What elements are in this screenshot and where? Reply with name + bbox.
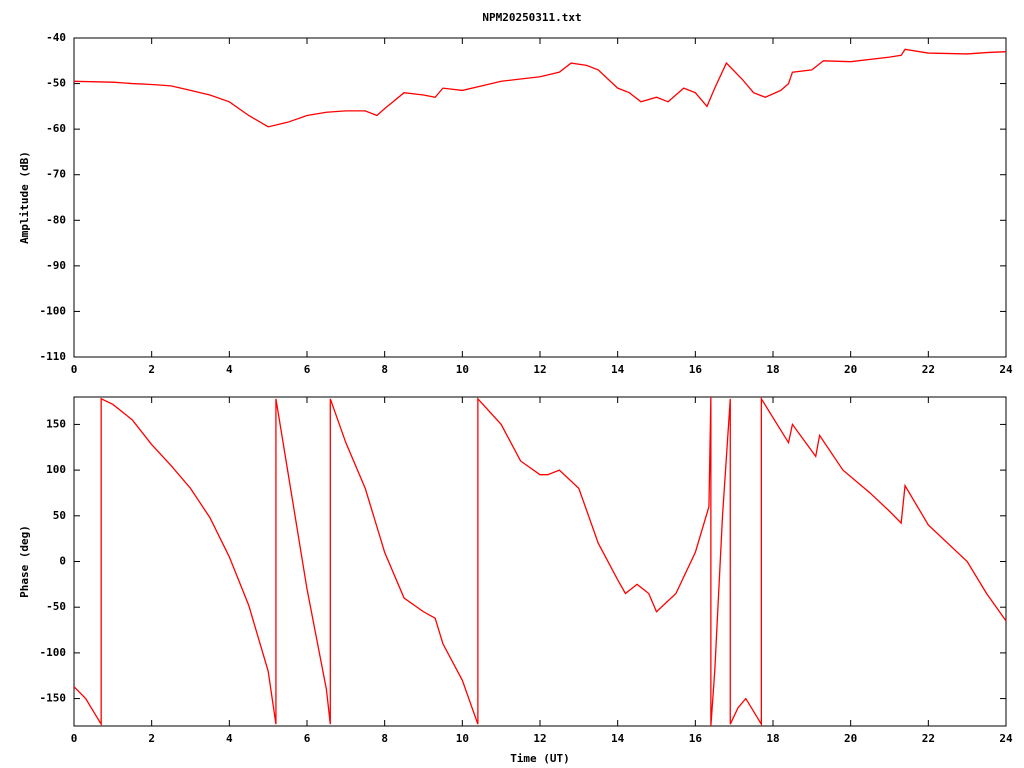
- y-tick-label: -50: [46, 77, 66, 90]
- x-tick-label: 6: [304, 363, 311, 376]
- x-tick-label: 6: [304, 732, 311, 745]
- y-tick-label: -60: [46, 122, 66, 135]
- x-tick-label: 16: [689, 363, 703, 376]
- y-tick-label: 150: [46, 417, 66, 430]
- x-tick-label: 4: [226, 363, 233, 376]
- x-tick-label: 14: [611, 732, 625, 745]
- y-axis-label: Amplitude (dB): [18, 151, 31, 244]
- y-tick-label: -80: [46, 213, 66, 226]
- y-tick-label: 50: [53, 509, 66, 522]
- y-tick-label: -50: [46, 600, 66, 613]
- x-tick-label: 20: [844, 732, 857, 745]
- x-tick-label: 12: [533, 732, 546, 745]
- x-tick-label: 8: [381, 363, 388, 376]
- x-tick-label: 22: [922, 363, 935, 376]
- y-axis-label: Phase (deg): [18, 525, 31, 598]
- x-tick-label: 4: [226, 732, 233, 745]
- y-tick-label: -70: [46, 168, 66, 181]
- x-tick-label: 12: [533, 363, 546, 376]
- x-tick-label: 2: [148, 732, 155, 745]
- x-tick-label: 14: [611, 363, 625, 376]
- y-tick-label: 0: [59, 555, 66, 568]
- x-tick-label: 0: [71, 732, 78, 745]
- x-tick-label: 0: [71, 363, 78, 376]
- y-tick-label: -100: [40, 304, 67, 317]
- y-tick-label: -90: [46, 259, 66, 272]
- x-tick-label: 2: [148, 363, 155, 376]
- data-line: [73, 396, 1007, 727]
- y-tick-label: -100: [40, 646, 67, 659]
- y-tick-label: -40: [46, 31, 66, 44]
- x-tick-label: 24: [999, 732, 1013, 745]
- x-axis-label: Time (UT): [510, 752, 570, 765]
- x-tick-label: 10: [456, 363, 469, 376]
- y-tick-label: -150: [40, 692, 67, 705]
- x-tick-label: 8: [381, 732, 388, 745]
- chart-title: NPM20250311.txt: [482, 11, 581, 24]
- x-tick-label: 16: [689, 732, 703, 745]
- x-tick-label: 18: [766, 732, 779, 745]
- y-tick-label: -110: [40, 350, 67, 363]
- data-line: [73, 48, 1007, 128]
- x-tick-label: 10: [456, 732, 469, 745]
- x-tick-label: 22: [922, 732, 935, 745]
- x-tick-label: 18: [766, 363, 779, 376]
- x-tick-label: 24: [999, 363, 1013, 376]
- y-tick-label: 100: [46, 463, 66, 476]
- x-tick-label: 20: [844, 363, 857, 376]
